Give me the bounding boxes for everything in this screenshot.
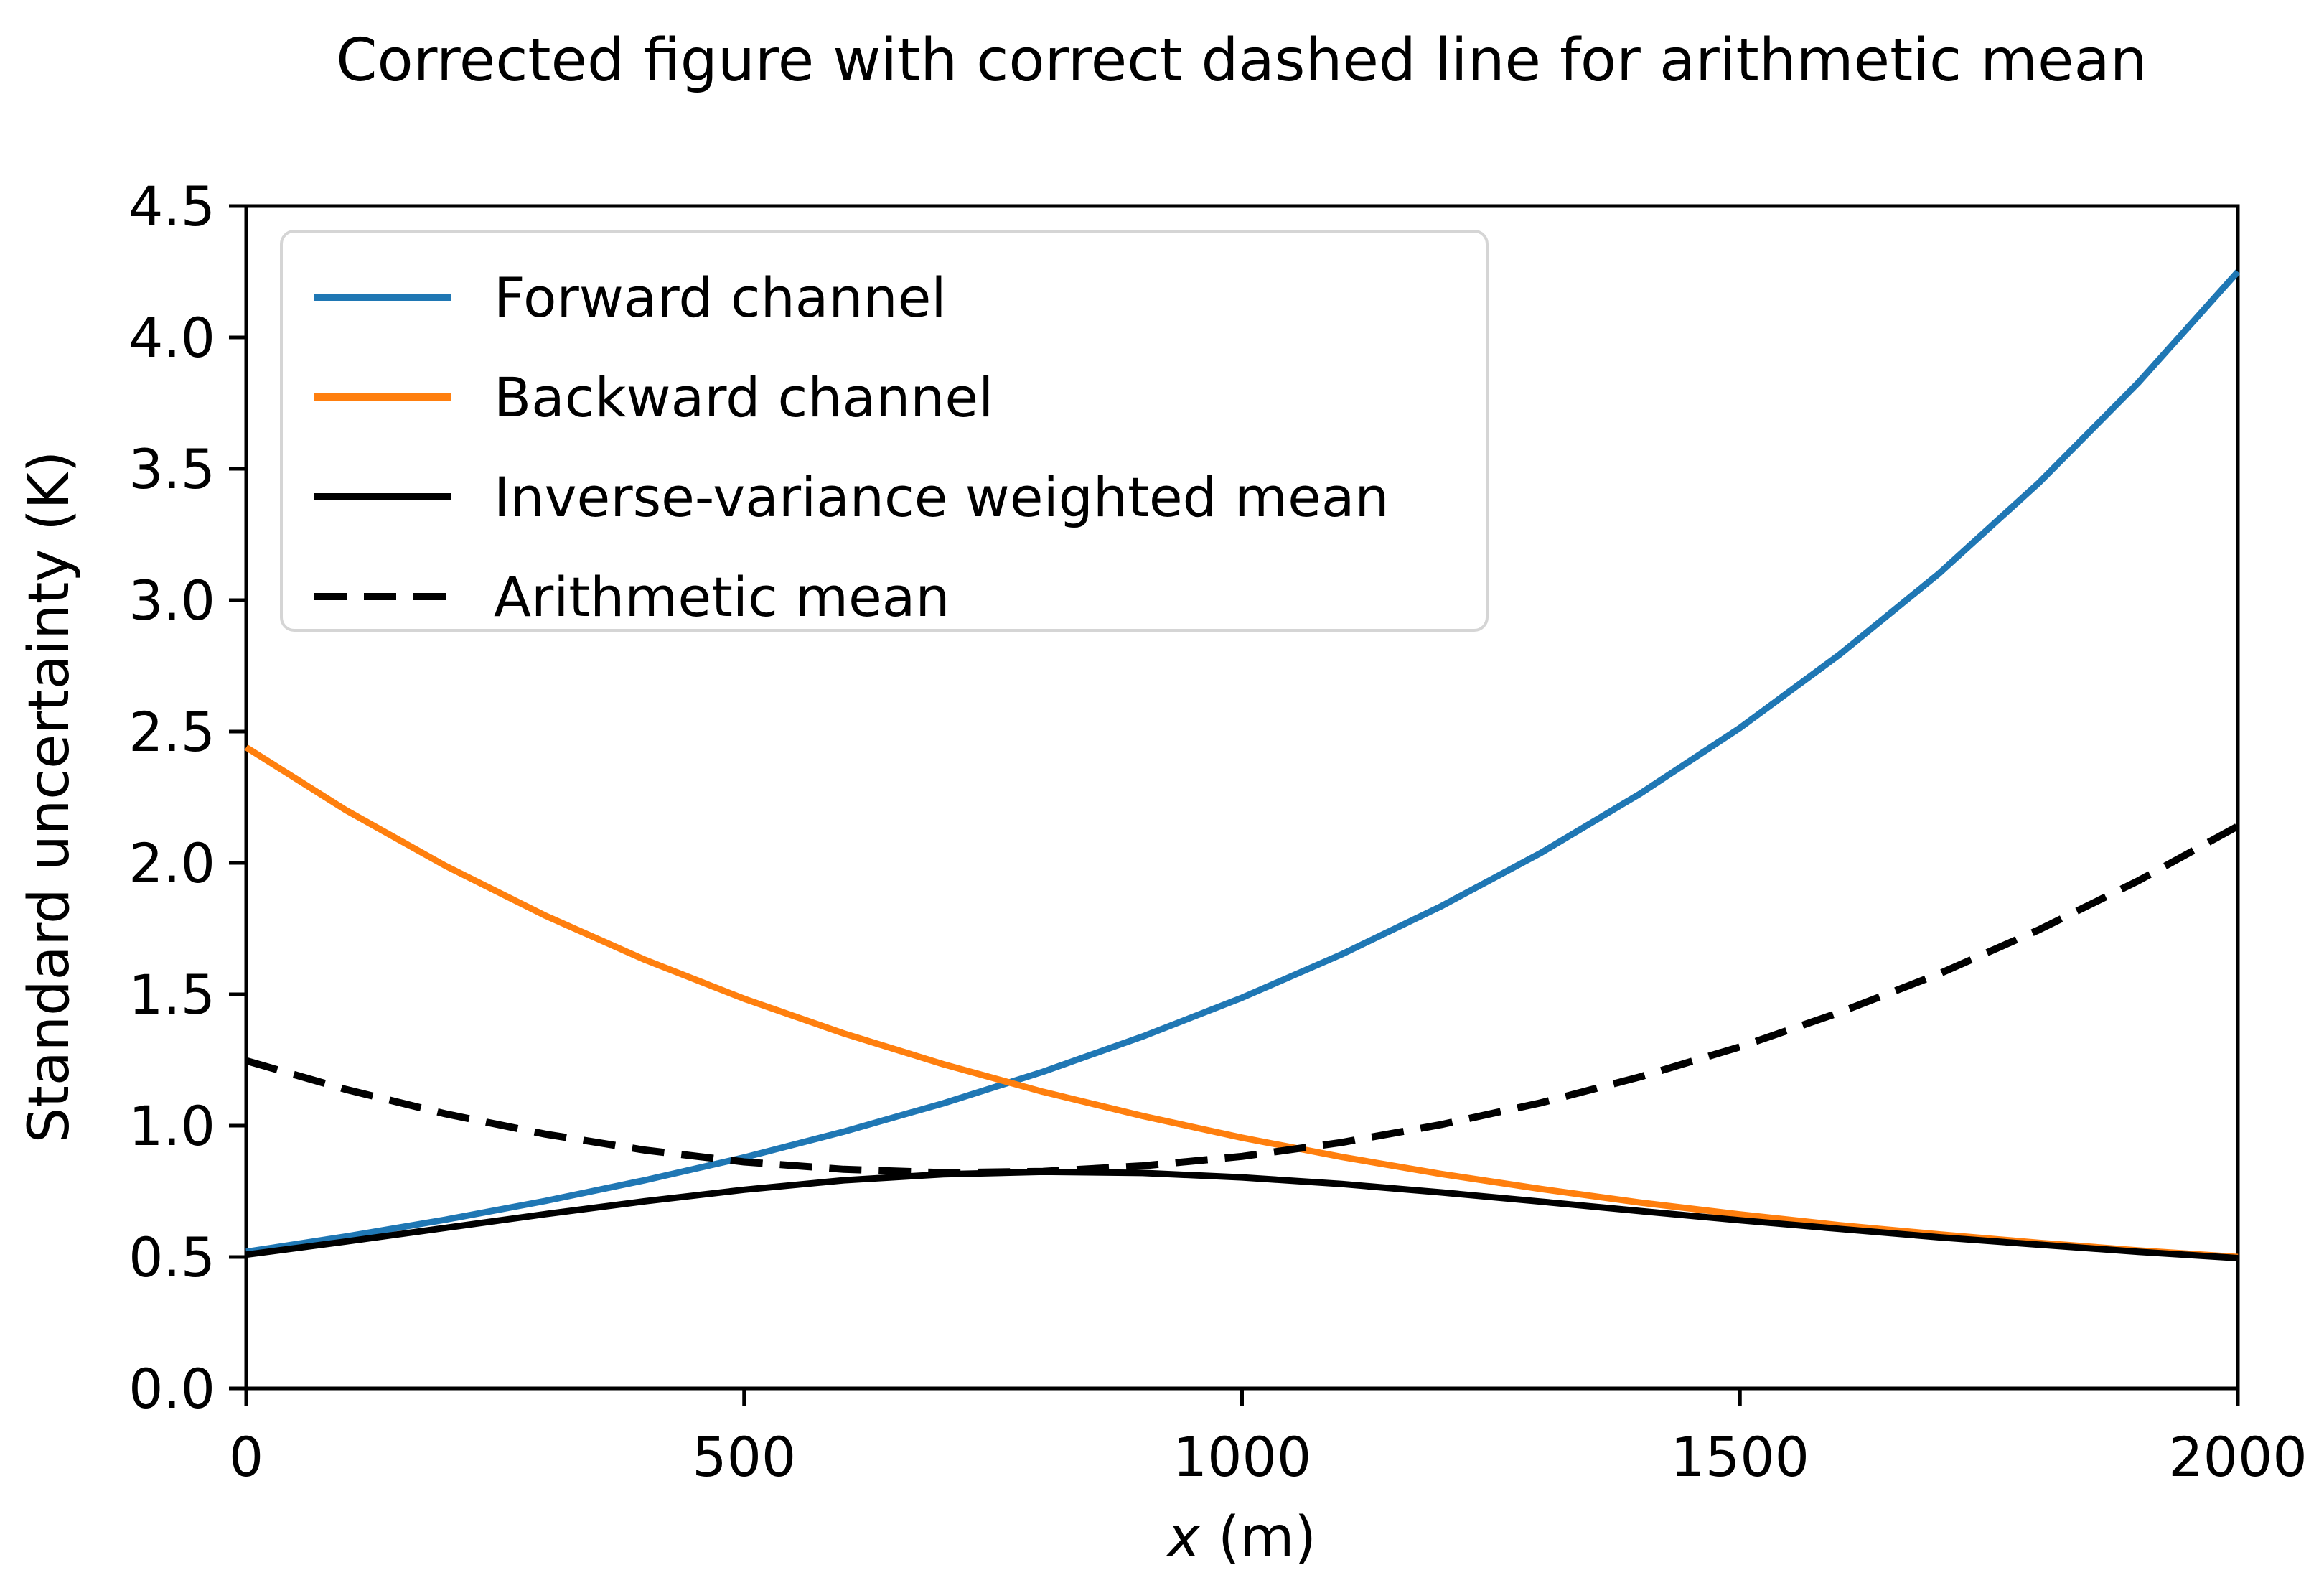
y-axis-ticks: 0.0 0.5 1.0 1.5 2.0 2.5 3.0 3.5 4.0 4.5 <box>128 174 246 1421</box>
y-tick-label-4.0: 4.0 <box>128 306 215 370</box>
x-tick-label-1500: 1500 <box>1671 1425 1809 1489</box>
y-tick-label-0.0: 0.0 <box>128 1357 215 1421</box>
legend-label-backward-channel: Backward channel <box>494 365 993 429</box>
chart-title: Corrected figure with correct dashed lin… <box>336 27 2147 95</box>
y-tick-label-0.5: 0.5 <box>128 1225 215 1289</box>
x-axis-label: x (m) <box>1165 1505 1316 1570</box>
y-tick-label-3.5: 3.5 <box>128 437 215 501</box>
x-tick-label-500: 500 <box>692 1425 796 1489</box>
x-tick-label-1000: 1000 <box>1173 1425 1311 1489</box>
legend-label-forward-channel: Forward channel <box>494 266 947 330</box>
legend-box <box>280 230 1489 632</box>
curve-inverse-variance-weighted-mean <box>245 1168 2239 1261</box>
curve-arithmetic-mean <box>245 823 2240 1177</box>
y-tick-label-3.0: 3.0 <box>128 569 215 632</box>
x-tick-label-0: 0 <box>229 1425 263 1489</box>
y-tick-label-2.5: 2.5 <box>128 700 215 764</box>
legend-label-arithmetic-mean: Arithmetic mean <box>494 565 950 629</box>
plot-curves <box>244 269 2241 1261</box>
legend-rows: Forward channel Backward channel Inverse-v… <box>314 266 1390 629</box>
y-tick-label-2.0: 2.0 <box>128 831 215 895</box>
curve-forward-channel <box>245 269 2241 1256</box>
y-tick-label-1.0: 1.0 <box>128 1094 215 1158</box>
y-axis-label: Standard uncertainty (K) <box>17 451 82 1144</box>
x-tick-label-2000: 2000 <box>2168 1425 2307 1489</box>
legend: Forward channel Backward channel Inverse-v… <box>280 230 1489 632</box>
y-tick-label-1.5: 1.5 <box>128 963 215 1027</box>
legend-label-inverse-variance-weighted-mean: Inverse-variance weighted mean <box>494 465 1390 529</box>
y-tick-label-4.5: 4.5 <box>128 174 215 238</box>
x-axis-ticks: 0 500 1000 1500 2000 <box>229 1388 2307 1489</box>
